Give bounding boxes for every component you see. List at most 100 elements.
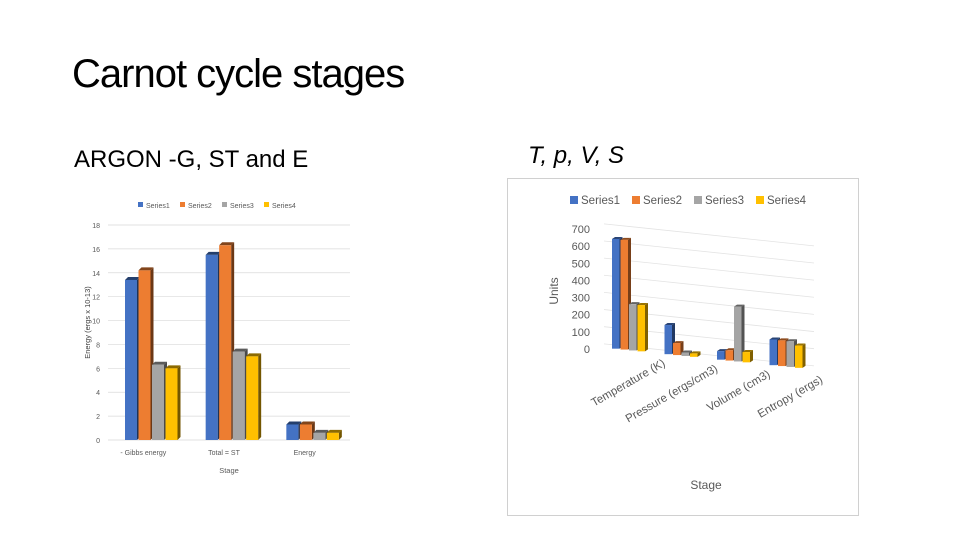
legend-label-2: Series2 bbox=[188, 203, 212, 210]
bar-side-Series4-2 bbox=[750, 350, 753, 363]
bar-top-Series3-3 bbox=[786, 339, 797, 342]
bar-Series2-2 bbox=[725, 350, 733, 361]
legend-label-1: Series1 bbox=[581, 195, 620, 207]
bar-top-Series3-1 bbox=[681, 350, 692, 353]
bar-top-Series1-2 bbox=[717, 349, 728, 352]
units-bar-chart: Series1 Series2 Series3 Series4 0 100 200 300 40… bbox=[507, 178, 859, 516]
bar-top-Series4-2 bbox=[326, 429, 342, 433]
bar-Series4-0 bbox=[637, 305, 645, 352]
bar-top-Series2-0 bbox=[138, 267, 154, 271]
gridline bbox=[603, 223, 815, 247]
bar-top-Series3-2 bbox=[734, 304, 745, 307]
legend-label-1: Series1 bbox=[146, 203, 170, 210]
legend-swatch-1 bbox=[570, 196, 578, 204]
y-axis-label: Units bbox=[547, 277, 561, 304]
bar-top-Series1-0 bbox=[125, 276, 140, 280]
bar-side-Series4-0 bbox=[645, 303, 648, 352]
legend-label-4: Series4 bbox=[272, 203, 296, 210]
bar-side-Series4-3 bbox=[802, 343, 806, 368]
bar-Series1-2 bbox=[717, 351, 725, 360]
legend-swatch-4 bbox=[264, 202, 269, 207]
bar-Series1-0 bbox=[612, 238, 620, 349]
y-tick-label: 300 bbox=[572, 293, 590, 305]
left-chart-heading: ARGON -G, ST and E bbox=[74, 146, 309, 173]
bar-Series3-0 bbox=[629, 304, 637, 351]
bar-Series4-1 bbox=[690, 353, 698, 357]
bar-side-Series4-1 bbox=[258, 353, 262, 440]
bar-Series4-3 bbox=[795, 345, 803, 368]
bar-Series2-1 bbox=[673, 343, 681, 356]
y-tick-label: 700 bbox=[572, 224, 590, 236]
bar-Series1-2 bbox=[286, 424, 299, 440]
y-tick-label: 2 bbox=[96, 414, 100, 421]
bar-side-Series4-0 bbox=[177, 365, 181, 440]
bar-Series3-3 bbox=[786, 341, 794, 367]
bar-side-Series4-2 bbox=[338, 429, 342, 440]
legend-label-4: Series4 bbox=[767, 195, 807, 207]
bar-Series4-2 bbox=[742, 352, 750, 363]
bar-top-Series2-2 bbox=[299, 421, 315, 425]
bar-top-Series3-0 bbox=[629, 302, 640, 305]
bar-Series2-2 bbox=[299, 424, 312, 440]
bar-top-Series1-0 bbox=[612, 236, 623, 239]
legend-swatch-2 bbox=[632, 196, 640, 204]
bar-top-Series2-1 bbox=[219, 242, 235, 246]
x-axis-label: Stage bbox=[690, 478, 722, 492]
bar-top-Series4-2 bbox=[742, 350, 753, 353]
legend-label-3: Series3 bbox=[230, 203, 254, 210]
bar-Series3-0 bbox=[152, 364, 164, 440]
bar-Series2-0 bbox=[620, 239, 628, 350]
bar-top-Series1-2 bbox=[286, 421, 302, 425]
bar-top-Series3-0 bbox=[152, 361, 167, 365]
legend-label-2: Series2 bbox=[643, 195, 682, 207]
y-tick-label: 6 bbox=[96, 366, 100, 373]
bar-Series1-3 bbox=[769, 339, 777, 366]
y-tick-label: 200 bbox=[572, 310, 590, 322]
legend-label-3: Series3 bbox=[705, 195, 744, 207]
bar-Series4-2 bbox=[326, 432, 339, 440]
bar-side-Series2-1 bbox=[680, 341, 684, 356]
y-axis-label: Energy (ergs x 10-13) bbox=[83, 286, 92, 359]
slide-title: Carnot cycle stages bbox=[72, 52, 405, 96]
y-tick-label: 18 bbox=[92, 223, 100, 230]
y-tick-label: 16 bbox=[92, 247, 100, 254]
bar-top-Series2-2 bbox=[725, 348, 736, 351]
legend-swatch-3 bbox=[694, 196, 702, 204]
bar-top-Series4-0 bbox=[637, 303, 648, 306]
bar-top-Series4-1 bbox=[690, 351, 701, 354]
energy-bar-chart: Series1 Series2 Series3 Series4 0 2 4 6 8 10 12 14 1… bbox=[70, 190, 360, 480]
bar-top-Series1-1 bbox=[205, 251, 221, 255]
y-tick-label: 10 bbox=[92, 319, 100, 326]
y-tick-label: 100 bbox=[572, 327, 590, 339]
bar-Series3-2 bbox=[313, 432, 326, 440]
gridline bbox=[603, 240, 815, 264]
x-axis-label: Stage bbox=[219, 466, 239, 475]
bar-Series3-1 bbox=[681, 352, 689, 356]
bar-side-Series4-1 bbox=[697, 351, 701, 357]
y-tick-label: 4 bbox=[96, 390, 100, 397]
bar-top-Series2-3 bbox=[778, 338, 789, 341]
x-tick-label: Total = ST bbox=[208, 450, 240, 457]
bar-Series4-0 bbox=[165, 368, 178, 440]
energy-chart-svg: Series1 Series2 Series3 Series4 0 2 4 6 8 10 12 14 1… bbox=[83, 202, 350, 475]
bar-top-Series4-0 bbox=[165, 365, 181, 369]
legend-swatch-4 bbox=[756, 196, 764, 204]
y-tick-label: 400 bbox=[572, 275, 590, 287]
bar-Series3-1 bbox=[232, 351, 245, 440]
x-tick-label: Energy bbox=[294, 450, 317, 457]
bar-top-Series3-1 bbox=[232, 348, 248, 352]
bar-top-Series3-2 bbox=[313, 429, 329, 433]
y-tick-label: 0 bbox=[584, 344, 590, 356]
bar-top-Series4-3 bbox=[795, 343, 806, 346]
bar-top-Series4-1 bbox=[246, 353, 262, 357]
right-chart-heading: T, p, V, S bbox=[528, 142, 625, 169]
y-tick-label: 0 bbox=[96, 438, 100, 445]
legend-swatch-1 bbox=[138, 202, 143, 207]
y-tick-label: 8 bbox=[96, 342, 100, 349]
units-chart-svg: Series1 Series2 Series3 Series4 0 100 200 300 40… bbox=[547, 195, 825, 492]
bar-Series2-3 bbox=[778, 340, 786, 367]
bar-Series1-1 bbox=[664, 325, 672, 355]
legend-swatch-2 bbox=[180, 202, 185, 207]
bar-top-Series1-1 bbox=[664, 323, 675, 326]
bar-top-Series2-1 bbox=[673, 341, 684, 344]
